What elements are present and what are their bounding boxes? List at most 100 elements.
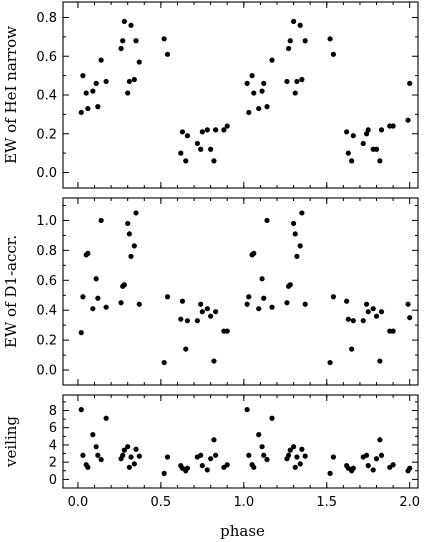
data-point-hei-narrow bbox=[194, 140, 200, 147]
data-point-hei-narrow bbox=[93, 80, 99, 86]
data-point-hei-narrow bbox=[256, 105, 262, 112]
data-point-hei-narrow bbox=[349, 158, 355, 164]
data-point-d1-accretion bbox=[118, 300, 124, 306]
data-point-veiling bbox=[378, 452, 385, 458]
data-point-hei-narrow bbox=[373, 146, 380, 152]
data-point-veiling bbox=[261, 452, 267, 458]
data-point-d1-accretion bbox=[407, 315, 413, 321]
data-point-hei-narrow bbox=[350, 133, 356, 139]
data-point-hei-narrow bbox=[78, 109, 84, 116]
data-point-d1-accretion bbox=[85, 250, 91, 256]
data-point-d1-accretion bbox=[213, 309, 219, 315]
data-point-veiling bbox=[286, 452, 292, 458]
data-point-veiling bbox=[103, 415, 109, 421]
data-point-d1-accretion bbox=[179, 298, 186, 304]
data-point-d1-accretion bbox=[349, 346, 355, 352]
data-point-hei-narrow bbox=[80, 73, 86, 79]
data-point-veiling bbox=[199, 463, 205, 469]
data-point-d1-accretion bbox=[126, 231, 132, 237]
data-point-veiling bbox=[373, 456, 380, 462]
data-point-veiling bbox=[244, 407, 250, 413]
axes-frame-hei-narrow bbox=[62, 1, 419, 189]
data-point-veiling bbox=[126, 464, 132, 470]
data-point-hei-narrow bbox=[103, 78, 109, 85]
data-point-veiling bbox=[90, 432, 96, 438]
data-point-d1-accretion bbox=[350, 318, 356, 324]
data-point-d1-accretion bbox=[244, 301, 250, 307]
y-axis-label-veiling: veiling bbox=[2, 416, 20, 468]
y-tick-label-hei-narrow: 0.0 bbox=[36, 166, 57, 181]
y-tick-label-d1-accretion: 0.0 bbox=[36, 364, 57, 379]
data-point-d1-accretion bbox=[299, 210, 305, 216]
data-point-veiling bbox=[121, 447, 127, 453]
x-tick-label: 1.0 bbox=[233, 495, 254, 510]
data-point-veiling bbox=[98, 456, 104, 463]
data-point-veiling bbox=[213, 452, 219, 458]
data-point-hei-narrow bbox=[365, 127, 371, 133]
data-point-hei-narrow bbox=[302, 38, 308, 44]
data-point-hei-narrow bbox=[211, 158, 217, 164]
data-point-d1-accretion bbox=[183, 346, 189, 352]
data-point-veiling bbox=[330, 454, 336, 460]
data-point-d1-accretion bbox=[224, 328, 230, 334]
data-point-veiling bbox=[211, 437, 217, 443]
data-point-veiling bbox=[377, 437, 383, 443]
data-point-hei-narrow bbox=[251, 90, 257, 96]
y-tick-label-veiling: 6 bbox=[49, 421, 57, 436]
x-tick-label: 1.5 bbox=[316, 495, 337, 510]
data-point-d1-accretion bbox=[133, 210, 139, 216]
data-point-d1-accretion bbox=[330, 294, 336, 300]
data-point-veiling bbox=[350, 465, 356, 471]
data-point-hei-narrow bbox=[121, 18, 127, 24]
data-point-veiling bbox=[269, 415, 275, 421]
data-point-d1-accretion bbox=[251, 250, 257, 256]
data-point-d1-accretion bbox=[287, 282, 293, 288]
data-point-hei-narrow bbox=[183, 158, 189, 164]
y-tick-label-d1-accretion: 0.4 bbox=[36, 304, 57, 319]
data-point-hei-narrow bbox=[90, 88, 96, 94]
data-point-d1-accretion bbox=[80, 294, 86, 300]
data-point-d1-accretion bbox=[360, 318, 366, 324]
data-point-hei-narrow bbox=[299, 76, 305, 83]
data-point-hei-narrow bbox=[213, 127, 219, 133]
data-point-veiling bbox=[363, 452, 370, 458]
data-point-veiling bbox=[161, 470, 167, 476]
data-point-d1-accretion bbox=[259, 276, 265, 282]
data-point-d1-accretion bbox=[284, 300, 290, 306]
data-point-veiling bbox=[370, 467, 376, 473]
data-point-d1-accretion bbox=[363, 301, 370, 307]
data-point-veiling bbox=[259, 444, 265, 450]
data-point-d1-accretion bbox=[344, 298, 350, 304]
data-point-hei-narrow bbox=[269, 57, 275, 63]
x-tick-label: 0.5 bbox=[151, 495, 172, 510]
data-point-hei-narrow bbox=[199, 129, 205, 135]
data-point-d1-accretion bbox=[178, 316, 184, 322]
y-tick-label-d1-accretion: 1.0 bbox=[36, 214, 57, 229]
data-point-veiling bbox=[251, 464, 257, 470]
data-point-veiling bbox=[136, 453, 142, 459]
data-point-veiling bbox=[133, 446, 139, 452]
data-point-hei-narrow bbox=[377, 158, 383, 164]
data-point-d1-accretion bbox=[103, 304, 109, 310]
data-point-veiling bbox=[184, 465, 191, 471]
data-point-hei-narrow bbox=[208, 146, 214, 152]
data-point-d1-accretion bbox=[256, 306, 262, 312]
data-point-d1-accretion bbox=[128, 253, 134, 259]
y-tick-label-hei-narrow: 0.2 bbox=[36, 127, 57, 142]
data-point-d1-accretion bbox=[261, 295, 267, 301]
data-point-veiling bbox=[204, 467, 210, 473]
data-point-d1-accretion bbox=[264, 217, 270, 224]
data-point-veiling bbox=[95, 452, 101, 458]
data-point-d1-accretion bbox=[93, 276, 99, 282]
data-point-veiling bbox=[390, 462, 396, 468]
data-point-d1-accretion bbox=[199, 309, 205, 315]
data-point-hei-narrow bbox=[164, 51, 171, 57]
data-point-hei-narrow bbox=[292, 90, 298, 96]
panel-d1-accretion: 0.0 0.2 0.4 0.6 0.8 1.0 bbox=[36, 197, 419, 386]
data-point-d1-accretion bbox=[98, 217, 104, 224]
data-point-hei-narrow bbox=[405, 117, 411, 123]
data-point-hei-narrow bbox=[131, 76, 137, 83]
data-point-veiling bbox=[80, 452, 86, 458]
data-point-d1-accretion bbox=[164, 294, 171, 300]
data-point-d1-accretion bbox=[365, 309, 371, 315]
